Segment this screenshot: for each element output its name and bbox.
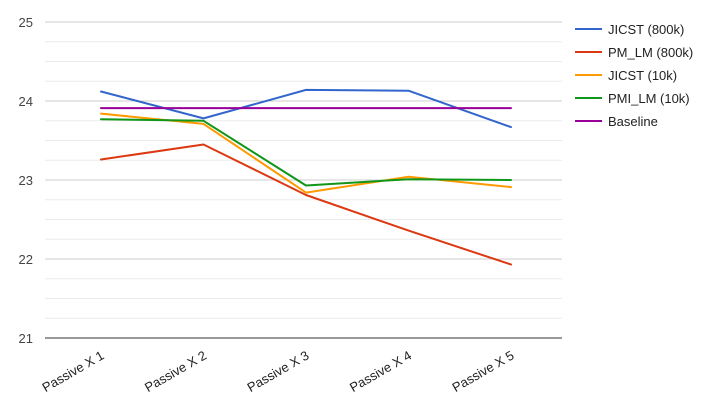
gridlines — [45, 21, 562, 339]
x-tick-label: Passive X 1 — [40, 348, 107, 395]
x-axis-ticks: Passive X 1 Passive X 2 Passive X 3 Passive… — [40, 348, 517, 395]
x-tick-label: Passive X 2 — [142, 348, 209, 395]
legend-label: PM_LM (800k) — [608, 45, 693, 60]
legend: JICST (800k) PM_LM (800k) JICST (10k) PMI_L… — [575, 22, 693, 129]
x-tick-label: Passive X 3 — [245, 348, 312, 395]
series-line — [100, 88, 512, 129]
series-line — [100, 143, 512, 266]
x-tick-label: Passive X 4 — [347, 348, 414, 395]
y-tick-label: 22 — [19, 252, 33, 267]
legend-label: JICST (800k) — [608, 22, 684, 37]
y-tick-label: 21 — [19, 331, 33, 346]
legend-label: PMI_LM (10k) — [608, 91, 690, 106]
legend-label: JICST (10k) — [608, 68, 677, 83]
legend-label: Baseline — [608, 114, 658, 129]
series-line — [100, 112, 512, 194]
x-tick-label: Passive X 5 — [450, 348, 517, 395]
y-tick-label: 23 — [19, 173, 33, 188]
series-line — [100, 118, 512, 187]
y-tick-label: 25 — [19, 15, 33, 30]
y-axis-ticks: 21 22 23 24 25 — [19, 15, 33, 346]
series-lines — [100, 88, 512, 266]
y-tick-label: 24 — [19, 94, 33, 109]
